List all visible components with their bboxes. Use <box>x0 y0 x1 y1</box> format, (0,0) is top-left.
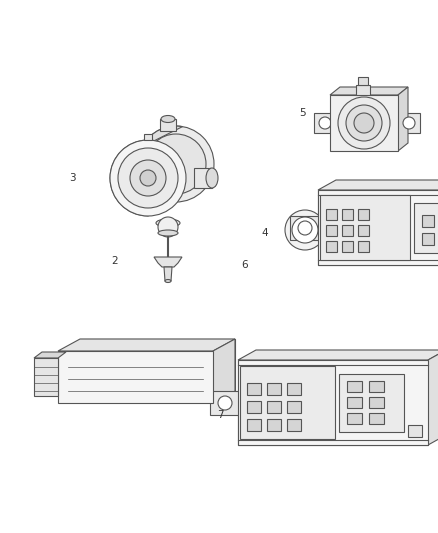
Polygon shape <box>318 180 438 190</box>
Circle shape <box>298 221 312 235</box>
Circle shape <box>118 148 178 208</box>
Bar <box>320 195 410 260</box>
Bar <box>34 358 58 396</box>
Bar <box>318 190 438 265</box>
Circle shape <box>130 160 166 196</box>
Bar <box>342 225 353 236</box>
Ellipse shape <box>165 279 171 282</box>
Circle shape <box>338 97 390 149</box>
Bar <box>194 168 212 188</box>
Circle shape <box>158 217 178 237</box>
Bar <box>287 401 301 413</box>
Bar <box>358 241 369 252</box>
Ellipse shape <box>158 169 166 173</box>
Bar <box>369 413 384 424</box>
Bar <box>358 77 368 85</box>
Bar <box>326 209 337 220</box>
Polygon shape <box>314 113 336 133</box>
Bar <box>358 209 369 220</box>
Bar <box>347 381 362 392</box>
Polygon shape <box>428 350 438 445</box>
Bar <box>240 366 335 439</box>
Text: 2: 2 <box>112 256 118 266</box>
Text: 3: 3 <box>69 173 75 183</box>
Circle shape <box>218 396 232 410</box>
Polygon shape <box>58 339 235 351</box>
Circle shape <box>285 210 325 250</box>
Bar <box>58 351 213 403</box>
Bar <box>287 419 301 431</box>
Bar <box>247 383 261 395</box>
Text: 1: 1 <box>34 373 40 383</box>
Circle shape <box>346 105 382 141</box>
Bar <box>342 241 353 252</box>
Bar <box>414 203 438 253</box>
Polygon shape <box>154 257 182 267</box>
Bar <box>160 119 176 131</box>
Circle shape <box>403 117 415 129</box>
Circle shape <box>292 217 318 243</box>
Polygon shape <box>34 352 66 358</box>
Circle shape <box>138 126 214 202</box>
Bar <box>347 397 362 408</box>
Ellipse shape <box>158 230 178 236</box>
Bar <box>342 209 353 220</box>
Polygon shape <box>398 113 420 133</box>
Circle shape <box>146 134 206 194</box>
Bar <box>422 215 434 227</box>
Bar <box>247 419 261 431</box>
Circle shape <box>354 113 374 133</box>
Polygon shape <box>330 87 408 95</box>
Polygon shape <box>318 190 438 265</box>
Bar <box>339 374 404 432</box>
Polygon shape <box>210 391 240 415</box>
Bar <box>287 383 301 395</box>
Text: 7: 7 <box>217 410 223 420</box>
Bar <box>408 425 422 437</box>
Bar <box>369 397 384 408</box>
Polygon shape <box>238 350 438 360</box>
Circle shape <box>110 140 186 216</box>
Text: 4: 4 <box>261 228 268 238</box>
Polygon shape <box>110 126 183 216</box>
Circle shape <box>140 170 156 186</box>
Bar <box>267 419 281 431</box>
Bar <box>267 383 281 395</box>
Bar <box>330 95 398 151</box>
Polygon shape <box>213 339 235 403</box>
Bar <box>347 413 362 424</box>
Circle shape <box>319 117 331 129</box>
Ellipse shape <box>161 116 175 123</box>
Text: 5: 5 <box>300 108 306 118</box>
Text: 6: 6 <box>242 260 248 270</box>
Ellipse shape <box>156 219 180 227</box>
Polygon shape <box>164 267 172 281</box>
Bar <box>238 360 428 445</box>
Bar <box>144 134 152 140</box>
Bar <box>267 401 281 413</box>
Polygon shape <box>238 360 428 445</box>
Bar <box>247 401 261 413</box>
Polygon shape <box>80 339 235 391</box>
Bar <box>369 381 384 392</box>
Bar <box>356 85 370 95</box>
Bar <box>326 241 337 252</box>
Bar <box>358 225 369 236</box>
Polygon shape <box>290 216 320 240</box>
Bar <box>422 233 434 245</box>
Bar <box>326 225 337 236</box>
Polygon shape <box>398 87 408 151</box>
Ellipse shape <box>206 168 218 188</box>
